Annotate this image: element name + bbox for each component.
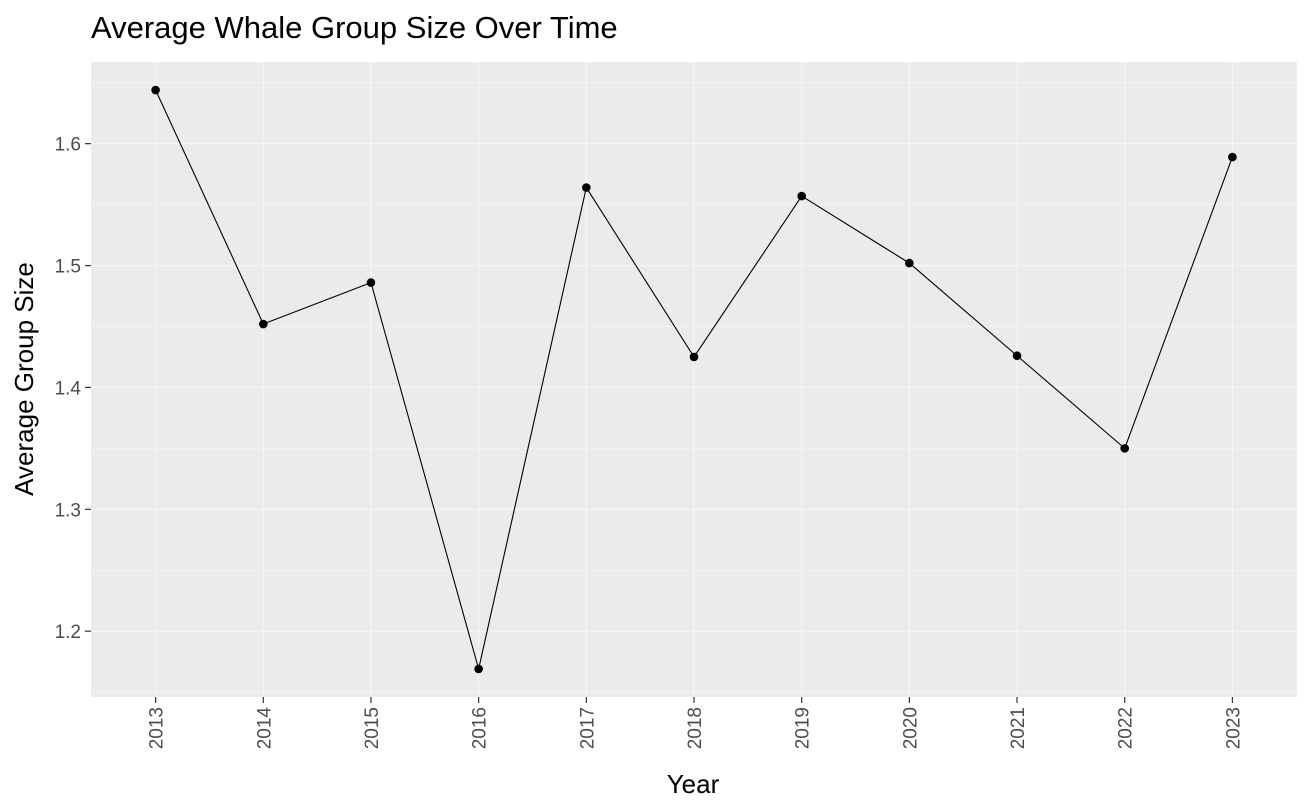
- x-tick-label: 2023: [1223, 707, 1244, 749]
- x-tick-label: 2013: [147, 707, 168, 749]
- data-point: [1228, 152, 1237, 162]
- data-point: [1120, 444, 1130, 453]
- y-axis: 1.2 1.3 1.4 1.5 1.6: [55, 135, 91, 643]
- x-tick-label: 2021: [1008, 707, 1029, 749]
- data-point: [905, 258, 914, 268]
- y-tick-label: 1.5: [55, 257, 81, 278]
- data-point: [1012, 351, 1022, 361]
- data-point: [797, 191, 806, 201]
- x-tick-label: 2022: [1116, 707, 1137, 749]
- data-point: [689, 352, 699, 362]
- chart-title: Average Whale Group Size Over Time: [91, 10, 618, 45]
- y-axis-title: Average Group Size: [9, 262, 39, 496]
- x-axis-title: Year: [667, 769, 720, 799]
- y-tick-label: 1.2: [55, 622, 81, 643]
- x-tick-label: 2020: [900, 707, 921, 749]
- y-tick-label: 1.6: [55, 135, 81, 156]
- x-tick-label: 2017: [577, 707, 598, 749]
- x-tick-label: 2015: [362, 707, 383, 749]
- y-tick-label: 1.3: [55, 500, 81, 521]
- major-gridlines: [91, 62, 1297, 697]
- x-tick-label: 2019: [793, 707, 814, 749]
- data-point: [366, 278, 376, 287]
- x-tick-label: 2016: [470, 707, 491, 749]
- x-axis: 2013 2014 2015 2016 2017 2018 2019 2020 2021 2022…: [147, 697, 1244, 750]
- data-point: [474, 664, 483, 674]
- x-tick-label: 2014: [254, 707, 275, 750]
- data-point: [582, 183, 591, 192]
- x-tick-label: 2018: [685, 707, 706, 749]
- data-point: [258, 319, 268, 329]
- points-layer: [151, 85, 1237, 674]
- data-point: [151, 85, 160, 95]
- y-tick-label: 1.4: [55, 378, 82, 399]
